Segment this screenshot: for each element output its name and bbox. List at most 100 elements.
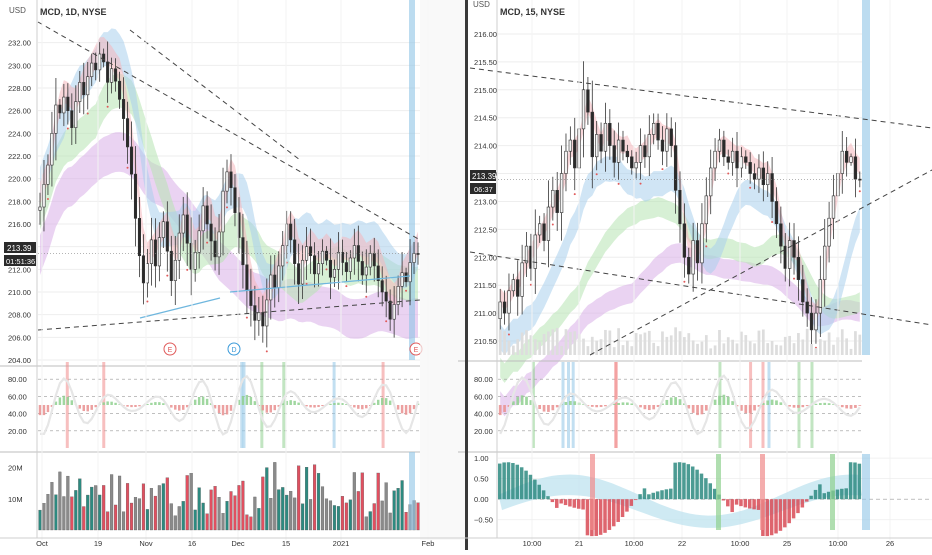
candle-body[interactable] (59, 105, 61, 113)
candle-body[interactable] (230, 172, 232, 188)
candle-body[interactable] (309, 247, 311, 256)
candle-body[interactable] (202, 206, 204, 231)
candle-body[interactable] (613, 146, 616, 163)
candle-body[interactable] (850, 157, 853, 163)
candle-body[interactable] (718, 140, 721, 151)
candle-body[interactable] (591, 112, 594, 157)
candle-body[interactable] (94, 63, 96, 70)
candle-body[interactable] (122, 99, 124, 118)
candle-body[interactable] (98, 54, 100, 70)
candle-body[interactable] (617, 140, 620, 162)
candle-body[interactable] (569, 140, 572, 151)
candle-body[interactable] (565, 151, 568, 173)
candle-body[interactable] (242, 238, 244, 265)
candle-body[interactable] (266, 300, 268, 326)
candle-body[interactable] (126, 119, 128, 147)
candle-body[interactable] (130, 147, 132, 174)
candle-body[interactable] (210, 224, 212, 241)
candle-body[interactable] (138, 218, 140, 255)
candle-body[interactable] (79, 82, 81, 101)
candle-body[interactable] (595, 134, 598, 156)
candle-body[interactable] (214, 241, 216, 257)
candle-body[interactable] (644, 146, 647, 157)
candle-body[interactable] (709, 168, 712, 196)
candle-body[interactable] (162, 222, 164, 238)
candle-body[interactable] (43, 184, 45, 207)
candle-body[interactable] (218, 232, 220, 257)
candle-body[interactable] (508, 291, 511, 313)
candle-body[interactable] (333, 269, 335, 277)
candle-body[interactable] (293, 240, 295, 264)
candle-body[interactable] (587, 90, 590, 112)
candle-body[interactable] (749, 162, 752, 173)
candle-body[interactable] (630, 157, 633, 168)
candle-body[interactable] (823, 246, 826, 280)
candle-body[interactable] (405, 273, 407, 282)
candle-body[interactable] (780, 224, 783, 246)
candle-body[interactable] (854, 157, 857, 179)
candle-body[interactable] (815, 313, 818, 330)
candle-body[interactable] (714, 151, 717, 168)
candle-body[interactable] (600, 134, 603, 151)
candle-body[interactable] (722, 140, 725, 157)
candle-body[interactable] (670, 129, 673, 146)
candle-body[interactable] (801, 280, 804, 302)
candle-body[interactable] (329, 260, 331, 277)
candle-body[interactable] (206, 206, 208, 224)
candle-body[interactable] (345, 263, 347, 272)
candle-body[interactable] (674, 146, 677, 191)
candle-body[interactable] (806, 302, 809, 313)
candle-body[interactable] (499, 302, 502, 319)
candle-body[interactable] (281, 246, 283, 266)
candle-body[interactable] (234, 188, 236, 213)
candle-body[interactable] (106, 62, 108, 82)
candle-body[interactable] (788, 241, 791, 269)
candle-body[interactable] (47, 165, 49, 184)
candle-body[interactable] (661, 140, 664, 151)
candle-body[interactable] (692, 241, 695, 275)
candle-body[interactable] (705, 196, 708, 224)
candle-body[interactable] (166, 222, 168, 251)
candle-body[interactable] (118, 81, 120, 99)
candle-body[interactable] (409, 263, 411, 282)
candle-body[interactable] (696, 241, 699, 263)
candle-body[interactable] (608, 123, 611, 145)
candle-body[interactable] (766, 174, 769, 185)
candle-body[interactable] (289, 224, 291, 240)
candle-body[interactable] (278, 266, 280, 288)
candle-body[interactable] (134, 174, 136, 218)
candle-body[interactable] (102, 54, 104, 62)
candle-body[interactable] (521, 263, 524, 297)
candle-body[interactable] (325, 251, 327, 260)
candle-body[interactable] (385, 292, 387, 301)
candle-body[interactable] (604, 123, 607, 151)
candle-body[interactable] (683, 224, 686, 258)
candle-body[interactable] (793, 241, 796, 258)
candle-body[interactable] (639, 146, 642, 163)
candle-body[interactable] (301, 260, 303, 284)
candle-body[interactable] (313, 256, 315, 274)
candle-body[interactable] (142, 256, 144, 283)
candle-body[interactable] (258, 312, 260, 320)
candle-body[interactable] (551, 190, 554, 207)
candle-body[interactable] (753, 174, 756, 180)
candle-body[interactable] (55, 105, 57, 133)
candle-body[interactable] (381, 281, 383, 292)
candle-body[interactable] (771, 174, 774, 202)
candle-body[interactable] (297, 264, 299, 284)
candle-body[interactable] (389, 301, 391, 319)
candle-body[interactable] (401, 273, 403, 287)
candle-body[interactable] (353, 246, 355, 258)
candle-body[interactable] (63, 97, 65, 113)
candle-body[interactable] (361, 261, 363, 275)
candle-body[interactable] (736, 151, 739, 168)
candle-body[interactable] (534, 235, 537, 268)
candle-body[interactable] (39, 207, 41, 210)
candle-body[interactable] (538, 224, 541, 235)
candle-body[interactable] (182, 215, 184, 233)
candle-body[interactable] (810, 313, 813, 330)
candle-body[interactable] (87, 77, 89, 95)
candle-body[interactable] (626, 151, 629, 157)
candle-body[interactable] (222, 191, 224, 232)
candle-body[interactable] (635, 162, 638, 168)
